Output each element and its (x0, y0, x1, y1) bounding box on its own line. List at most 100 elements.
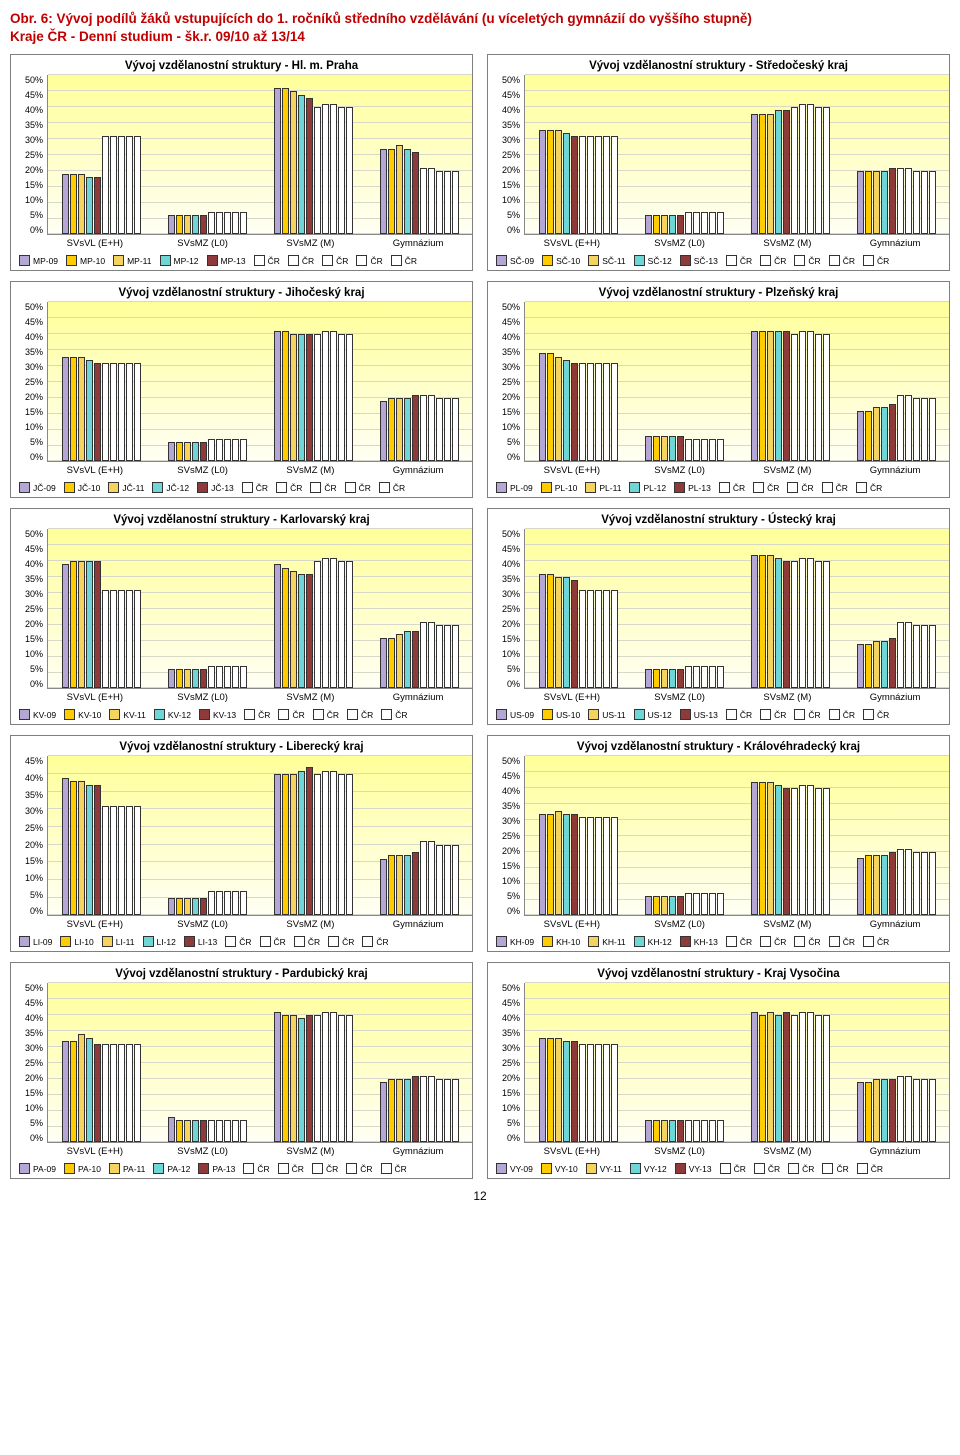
bar-group (48, 75, 154, 234)
bar-cr (110, 136, 117, 235)
bar-cr (216, 1120, 223, 1142)
bar (62, 564, 69, 688)
y-axis: 50%45%40%35%30%25%20%15%10%5%0% (488, 529, 524, 689)
bar (645, 436, 652, 461)
legend-item: JČ-12 (152, 482, 189, 493)
bar (404, 398, 411, 462)
bar (775, 1015, 782, 1142)
bar-group (631, 983, 737, 1142)
bar-cr (823, 788, 830, 915)
bar-cr (420, 841, 427, 915)
bar (298, 771, 305, 916)
legend-swatch (113, 255, 124, 266)
y-axis: 50%45%40%35%30%25%20%15%10%5%0% (11, 983, 47, 1143)
bar (539, 1038, 546, 1143)
bar-cr (452, 1079, 459, 1143)
bar (751, 1012, 758, 1142)
legend: MP-09MP-10MP-11MP-12MP-13ČRČRČRČRČR (13, 251, 472, 270)
bar (645, 215, 652, 234)
bar-cr (693, 893, 700, 915)
bar-cr (338, 1015, 345, 1142)
bar (70, 781, 77, 915)
legend-item: ČR (794, 255, 820, 266)
bar (290, 571, 297, 689)
legend-swatch (585, 482, 596, 493)
bar-cr (346, 774, 353, 915)
legend-swatch (857, 1163, 868, 1174)
plot-area (47, 983, 472, 1143)
bar (889, 1079, 896, 1143)
bar-group (525, 983, 631, 1142)
legend: LI-09LI-10LI-11LI-12LI-13ČRČRČRČRČR (13, 932, 472, 951)
bar-cr (897, 622, 904, 689)
legend-swatch (680, 709, 691, 720)
bar (661, 1120, 668, 1142)
legend-swatch (542, 936, 553, 947)
legend-swatch (542, 709, 553, 720)
bar-cr (134, 806, 141, 916)
bar (192, 215, 199, 234)
bar (200, 442, 207, 461)
y-axis: 50%45%40%35%30%25%20%15%10%5%0% (488, 302, 524, 462)
bar-cr (815, 107, 822, 234)
bar-cr (905, 395, 912, 462)
bar-cr (216, 212, 223, 234)
bar (192, 442, 199, 461)
legend-item: ČR (829, 255, 855, 266)
bar-cr (897, 168, 904, 235)
bar (767, 555, 774, 689)
bar (865, 411, 872, 462)
bar (669, 215, 676, 234)
bar-group (154, 75, 260, 234)
legend-item: ČR (829, 709, 855, 720)
x-axis: SVsVL (E+H)SVsMZ (L0)SVsMZ (M)Gymnázium (518, 916, 949, 932)
legend-item: ČR (242, 482, 268, 493)
bar (759, 1015, 766, 1142)
legend-item: ČR (328, 936, 354, 947)
bar (412, 631, 419, 688)
legend-swatch (322, 255, 333, 266)
bar-cr (905, 622, 912, 689)
bar (94, 785, 101, 916)
legend-swatch (64, 709, 75, 720)
legend-item: ČR (391, 255, 417, 266)
legend-swatch (197, 482, 208, 493)
bar (677, 215, 684, 234)
bar (380, 638, 387, 689)
chart: Vývoj vzdělanostní struktury - Hl. m. Pr… (10, 54, 473, 271)
chart: Vývoj vzdělanostní struktury - Plzeňský … (487, 281, 950, 498)
bar-group (737, 756, 843, 915)
bar (282, 774, 289, 915)
bar-group (48, 529, 154, 688)
bar-group (260, 983, 366, 1142)
bar (677, 669, 684, 688)
bar-cr (595, 136, 602, 235)
bar-cr (595, 817, 602, 916)
bar-cr (134, 1044, 141, 1143)
legend-item: ČR (254, 255, 280, 266)
bar-cr (118, 136, 125, 235)
legend-item: SČ-12 (634, 255, 672, 266)
y-axis: 45%40%35%30%25%20%15%10%5%0% (11, 756, 47, 916)
bar-cr (338, 774, 345, 915)
bar-group (843, 983, 949, 1142)
plot-area (47, 302, 472, 462)
bar-cr (330, 771, 337, 916)
legend-swatch (379, 482, 390, 493)
bar (70, 1041, 77, 1143)
bar (396, 145, 403, 234)
legend-swatch (760, 255, 771, 266)
legend-item: ČR (726, 936, 752, 947)
bar (865, 855, 872, 915)
bar-cr (436, 1079, 443, 1143)
bar-cr (897, 849, 904, 916)
bar-cr (346, 107, 353, 234)
bar (751, 331, 758, 461)
bar (865, 1082, 872, 1142)
bar-group (366, 302, 472, 461)
bar (645, 669, 652, 688)
bar-cr (240, 891, 247, 916)
bar (380, 859, 387, 916)
legend-swatch (496, 1163, 507, 1174)
chart: Vývoj vzdělanostní struktury - Karlovars… (10, 508, 473, 725)
